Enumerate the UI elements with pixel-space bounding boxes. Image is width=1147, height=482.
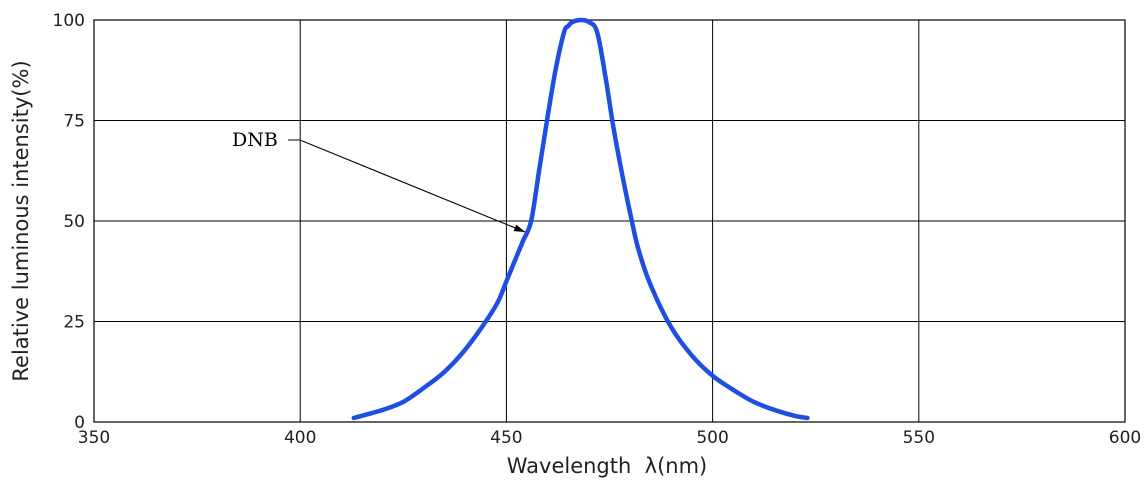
y-tick-label: 50	[63, 212, 85, 232]
y-tick-label: 75	[63, 112, 85, 132]
annotation-label: DNB	[232, 129, 278, 151]
x-tick-label: 350	[78, 428, 110, 448]
y-axis-label: Relative luminous intensity(%)	[9, 60, 33, 381]
y-tick-label: 0	[74, 413, 85, 433]
annotation-arrowhead	[513, 224, 526, 233]
x-tick-label: 400	[284, 428, 316, 448]
x-tick-label: 600	[1109, 428, 1141, 448]
x-axis-ticks: 350 400 450 500 550 600	[78, 428, 1141, 448]
x-axis-label: Wavelength λ(nm)	[507, 454, 708, 478]
spectrum-line	[351, 17, 810, 421]
series-layer	[351, 17, 810, 421]
x-tick-label: 450	[490, 428, 522, 448]
y-axis-ticks: 0 25 50 75 100	[53, 11, 85, 433]
annotation-leader	[288, 139, 526, 233]
grid	[93, 19, 1126, 423]
annotation-layer: DNB	[232, 129, 526, 233]
x-tick-label: 500	[696, 428, 728, 448]
x-tick-label: 550	[903, 428, 935, 448]
y-tick-label: 25	[63, 313, 85, 333]
y-tick-label: 100	[53, 11, 85, 31]
